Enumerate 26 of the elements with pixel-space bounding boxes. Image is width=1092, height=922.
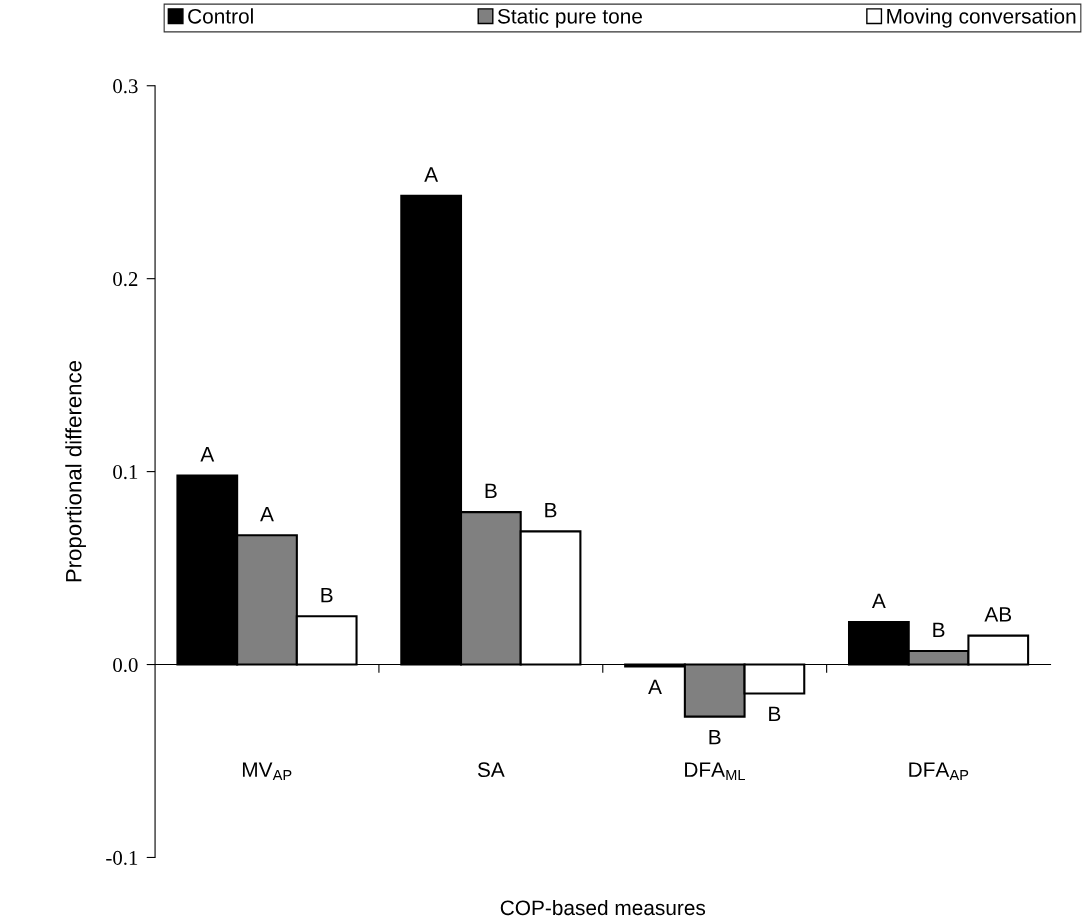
legend-label: Static pure tone xyxy=(497,8,642,28)
annotation: B xyxy=(545,503,557,518)
y-tick-label: 0.1 xyxy=(113,464,138,480)
y-tick-label: 0.3 xyxy=(113,79,138,94)
annotation: A xyxy=(424,167,439,182)
annotation: A xyxy=(260,506,274,522)
y-tick-label: -0.1 xyxy=(106,850,138,865)
annotation: AB xyxy=(984,607,1012,622)
x-tick-label: DFA$_{ML}$ xyxy=(685,762,745,781)
legend-label: Control xyxy=(188,8,253,24)
y-tick-label: 0.0 xyxy=(113,657,138,673)
annotation: B xyxy=(933,622,945,637)
annotation: A xyxy=(200,447,215,462)
y-axis-title: Proportional difference xyxy=(65,360,86,582)
annotation: A xyxy=(871,593,886,609)
annotation: B xyxy=(769,706,781,722)
annotation: B xyxy=(321,587,333,603)
annotation: A xyxy=(648,679,662,695)
annotation: B xyxy=(709,729,721,745)
x-axis-title: COP-based measures xyxy=(500,899,706,916)
x-tick-label: MV$_{AP}$ xyxy=(242,762,292,781)
x-tick-label: SA xyxy=(477,762,505,778)
x-tick-label: DFA$_{AP}$ xyxy=(909,762,969,781)
legend-label: Moving conversation xyxy=(887,8,1076,28)
y-tick-label: 0.2 xyxy=(113,272,138,287)
annotation: B xyxy=(485,483,497,499)
